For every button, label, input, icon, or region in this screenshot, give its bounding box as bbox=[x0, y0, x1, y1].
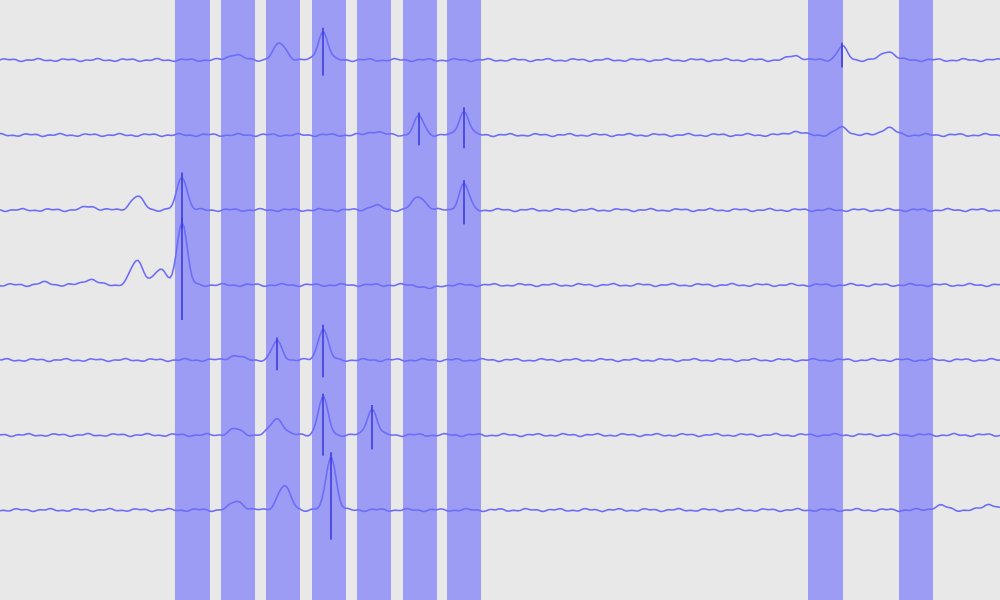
highlight-band-9 bbox=[899, 0, 933, 600]
trace-5 bbox=[0, 324, 1000, 378]
highlight-band-1 bbox=[175, 0, 210, 600]
trace-6-line bbox=[0, 395, 1000, 438]
trace-5-line bbox=[0, 328, 1000, 363]
trace-7 bbox=[0, 452, 1000, 540]
trace-6 bbox=[0, 393, 1000, 456]
trace-2-line bbox=[0, 110, 1000, 138]
trace-4-line bbox=[0, 220, 1000, 290]
trace-3-line bbox=[0, 176, 1000, 213]
highlight-band-2 bbox=[221, 0, 255, 600]
highlight-band-4 bbox=[312, 0, 346, 600]
trace-1 bbox=[0, 27, 1000, 76]
trace-1-line bbox=[0, 31, 1000, 63]
highlight-bands bbox=[175, 0, 933, 600]
highlight-band-7 bbox=[447, 0, 481, 600]
highlight-band-3 bbox=[266, 0, 300, 600]
highlight-band-6 bbox=[403, 0, 437, 600]
highlight-band-8 bbox=[808, 0, 843, 600]
trace-2 bbox=[0, 107, 1000, 149]
highlight-band-5 bbox=[357, 0, 391, 600]
trace-4 bbox=[0, 217, 1000, 321]
trace-lines bbox=[0, 27, 1000, 540]
trace-7-line bbox=[0, 457, 1000, 513]
